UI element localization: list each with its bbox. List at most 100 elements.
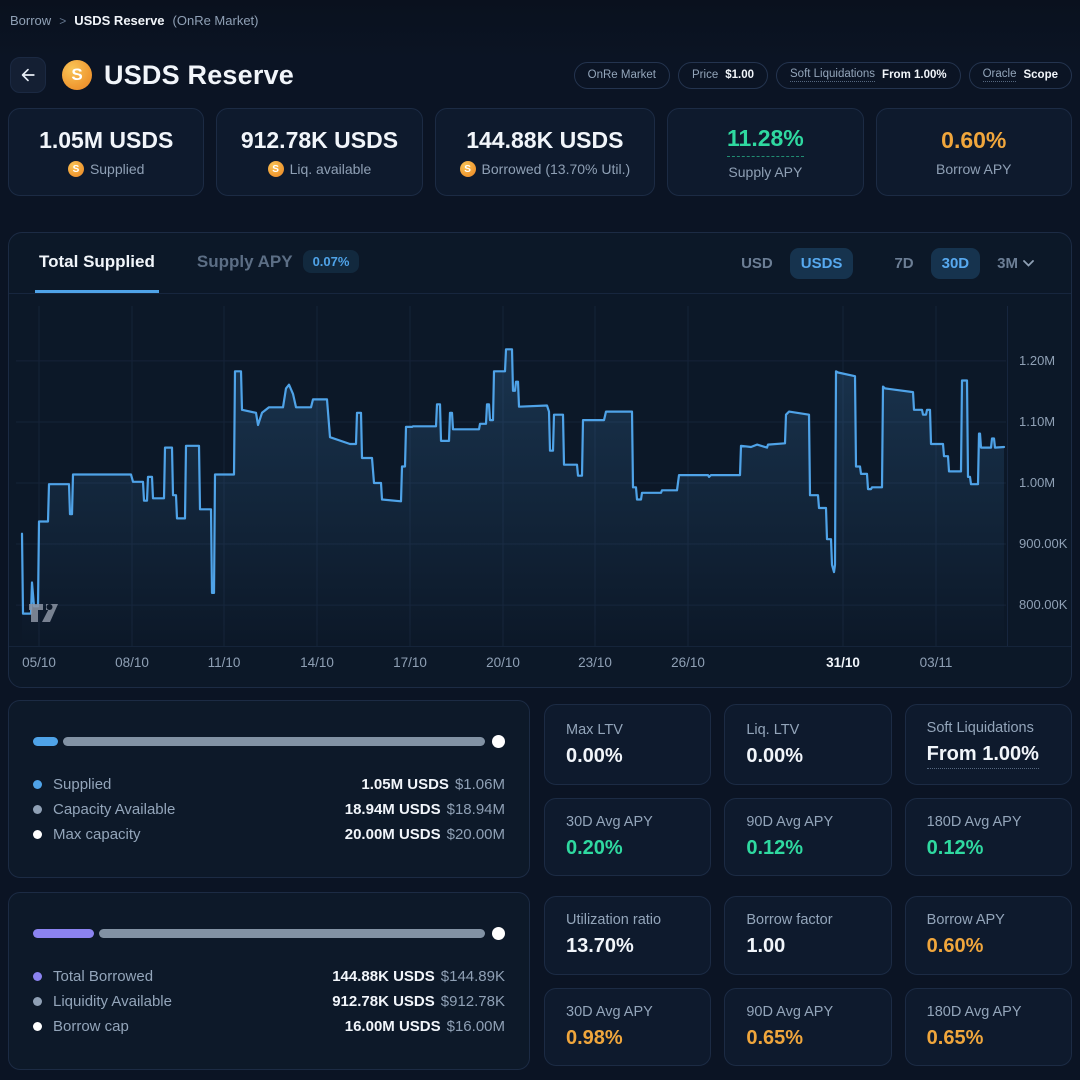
tab-label: Total Supplied: [39, 251, 155, 271]
metric-card-borrow-apy: Borrow APY 0.60%: [904, 896, 1072, 975]
legend-amount: 16.00M USDS: [344, 1018, 441, 1035]
metric-card-soft-liquidations: Soft Liquidations From 1.00%: [904, 704, 1072, 785]
supply-legend-row: Supplied 1.05M USDS $1.06M: [33, 772, 505, 797]
price-axis[interactable]: 1.20M 1.10M 1.00M 900.00K 800.00K: [1013, 306, 1071, 646]
badge-label: Soft Liquidations: [790, 68, 876, 82]
supply-row: Supplied 1.05M USDS $1.06M Capacity Availab…: [8, 700, 1072, 878]
stat-card-supplied: 1.05M USDS S Supplied: [8, 108, 205, 196]
bottom-section: Supplied 1.05M USDS $1.06M Capacity Availab…: [8, 700, 1072, 1070]
legend-amount: 912.78K USDS: [332, 993, 435, 1010]
borrow-overview-card: Total Borrowed 144.88K USDS $144.89K Liquid…: [8, 892, 530, 1070]
badge-value: Scope: [1023, 69, 1058, 81]
stat-label-text: Liq. available: [289, 161, 372, 177]
metric-value: 0.65%: [746, 1026, 804, 1049]
range-option-7d[interactable]: 7D: [894, 254, 914, 272]
borrow-metrics-grid: Utilization ratio 13.70% Borrow factor 1.00…: [544, 896, 1072, 1066]
metric-card-borrow-factor: Borrow factor 1.00: [724, 896, 892, 975]
chevron-down-icon: [1023, 259, 1034, 267]
metric-label: 90D Avg APY: [746, 1003, 834, 1020]
stat-card-borrowed-13-70-util-: 144.88K USDS S Borrowed (13.70% Util.): [434, 108, 656, 196]
breadcrumb-current: USDS Reserve: [74, 13, 165, 28]
tab-supply-apy[interactable]: Supply APY 0.07%: [193, 233, 364, 293]
breadcrumb-separator-icon: >: [59, 13, 67, 28]
tradingview-logo[interactable]: [29, 601, 65, 628]
legend-label: Max capacity: [53, 826, 141, 843]
borrow-legend-dot: [33, 997, 42, 1006]
legend-values: 20.00M USDS $20.00M: [345, 826, 505, 843]
metric-value: 0.00%: [566, 744, 623, 767]
borrow-bar-fill: [33, 929, 95, 938]
header-badge-oracle[interactable]: Oracle Scope: [968, 61, 1072, 89]
range-option-30d[interactable]: 30D: [930, 247, 981, 279]
legend-usd-value: $20.00M: [446, 826, 505, 843]
currency-option-usds[interactable]: USDS: [789, 247, 854, 279]
header-badge-soft-liquidations[interactable]: Soft Liquidations From 1.00%: [776, 61, 961, 89]
usds-coin-icon: S: [459, 161, 476, 177]
arrow-left-icon: [21, 68, 35, 82]
y-tick-900-00K: 900.00K: [1019, 536, 1068, 552]
price-chart-plot[interactable]: [16, 306, 1006, 646]
chart-svg[interactable]: [16, 306, 1006, 646]
stat-value: 912.78K USDS: [240, 127, 399, 153]
metric-value: 0.20%: [566, 837, 623, 859]
borrow-cap-bar: [33, 927, 505, 940]
legend-label: Total Borrowed: [53, 968, 154, 985]
metric-value: 1.00: [746, 935, 786, 958]
legend-usd-value: $1.06M: [454, 776, 505, 793]
metric-label: 180D Avg APY: [926, 1003, 1022, 1020]
chart-area-fill: [22, 349, 1004, 646]
stat-card-supply-apy: 11.28% Supply APY: [667, 108, 864, 196]
metric-card-90d-avg-apy: 90D Avg APY 0.65%: [724, 987, 892, 1066]
metric-label: Max LTV: [566, 721, 623, 738]
stat-label: S Supplied: [67, 161, 145, 177]
currency-option-usd[interactable]: USD: [741, 254, 773, 272]
metric-card-30d-avg-apy: 30D Avg APY 0.98%: [544, 987, 712, 1066]
legend-label: Supplied: [53, 776, 112, 793]
metric-value: 0.65%: [926, 1026, 984, 1049]
stat-label-text: Borrow APY: [936, 161, 1012, 177]
header-badge-onre-market: OnRe Market: [573, 61, 671, 89]
metric-card-liq-ltv: Liq. LTV 0.00%: [724, 704, 892, 785]
supply-legend-dot: [33, 780, 42, 789]
breadcrumb-borrow[interactable]: Borrow: [10, 13, 52, 28]
metric-label: 30D Avg APY: [566, 1003, 653, 1020]
apy-badge: 0.07%: [302, 250, 360, 273]
back-button[interactable]: [10, 57, 46, 93]
page-title: USDS Reserve: [104, 59, 295, 90]
supply-bar-fill: [33, 737, 59, 746]
borrow-legend: Total Borrowed 144.88K USDS $144.89K Liquid…: [33, 964, 505, 1039]
stats-row: 1.05M USDS S Supplied 912.78K USDS S Liq. ava…: [8, 108, 1072, 196]
borrow-row: Total Borrowed 144.88K USDS $144.89K Liquid…: [8, 892, 1072, 1070]
time-axis[interactable]: 05/10 08/10 11/10 14/10 17/10 20/10 23/10 26/10…: [16, 655, 1006, 677]
supply-legend-row: Max capacity 20.00M USDS $20.00M: [33, 822, 505, 847]
legend-amount: 18.94M USDS: [344, 801, 441, 818]
metric-value: 0.60%: [926, 935, 984, 958]
x-tick-11-10: 11/10: [207, 655, 241, 670]
stat-card-liq-available: 912.78K USDS S Liq. available: [216, 108, 423, 196]
range-toggle: 7D 30D 3M: [883, 247, 1045, 279]
metric-value: 0.00%: [746, 744, 804, 767]
metric-label: Borrow APY: [926, 912, 1005, 929]
metric-label: 30D Avg APY: [566, 814, 653, 830]
supply-capacity-bar: [33, 735, 505, 748]
metric-value: 0.98%: [566, 1026, 623, 1049]
stat-label-text: Supplied: [89, 161, 145, 177]
stat-label-text: Supply APY: [728, 163, 803, 180]
stat-value: 0.60%: [941, 127, 1007, 153]
range-option-3m[interactable]: 3M: [986, 248, 1045, 279]
chart-controls: USD USDS 7D 30D 3M: [730, 233, 1045, 293]
tab-total-supplied[interactable]: Total Supplied: [35, 233, 159, 293]
page-header: S USDS Reserve OnRe Market Price $1.00 Soft…: [10, 53, 1072, 97]
supply-legend-row: Capacity Available 18.94M USDS $18.94M: [33, 797, 505, 822]
x-tick-26-10: 26/10: [671, 655, 705, 670]
badge-label: Oracle: [982, 68, 1017, 82]
time-axis-separator: [9, 646, 1071, 647]
metric-card-max-ltv: Max LTV 0.00%: [544, 704, 712, 785]
metric-card-180d-avg-apy: 180D Avg APY 0.65%: [904, 987, 1072, 1066]
chart-tabs: Total Supplied Supply APY 0.07%: [35, 233, 363, 293]
x-tick-03-11: 03/11: [919, 655, 953, 670]
metric-card-180d-avg-apy: 180D Avg APY 0.12%: [904, 798, 1072, 876]
metric-value[interactable]: From 1.00%: [926, 743, 1039, 769]
tab-label: Supply APY: [196, 251, 293, 271]
x-tick-23-10: 23/10: [578, 655, 612, 670]
